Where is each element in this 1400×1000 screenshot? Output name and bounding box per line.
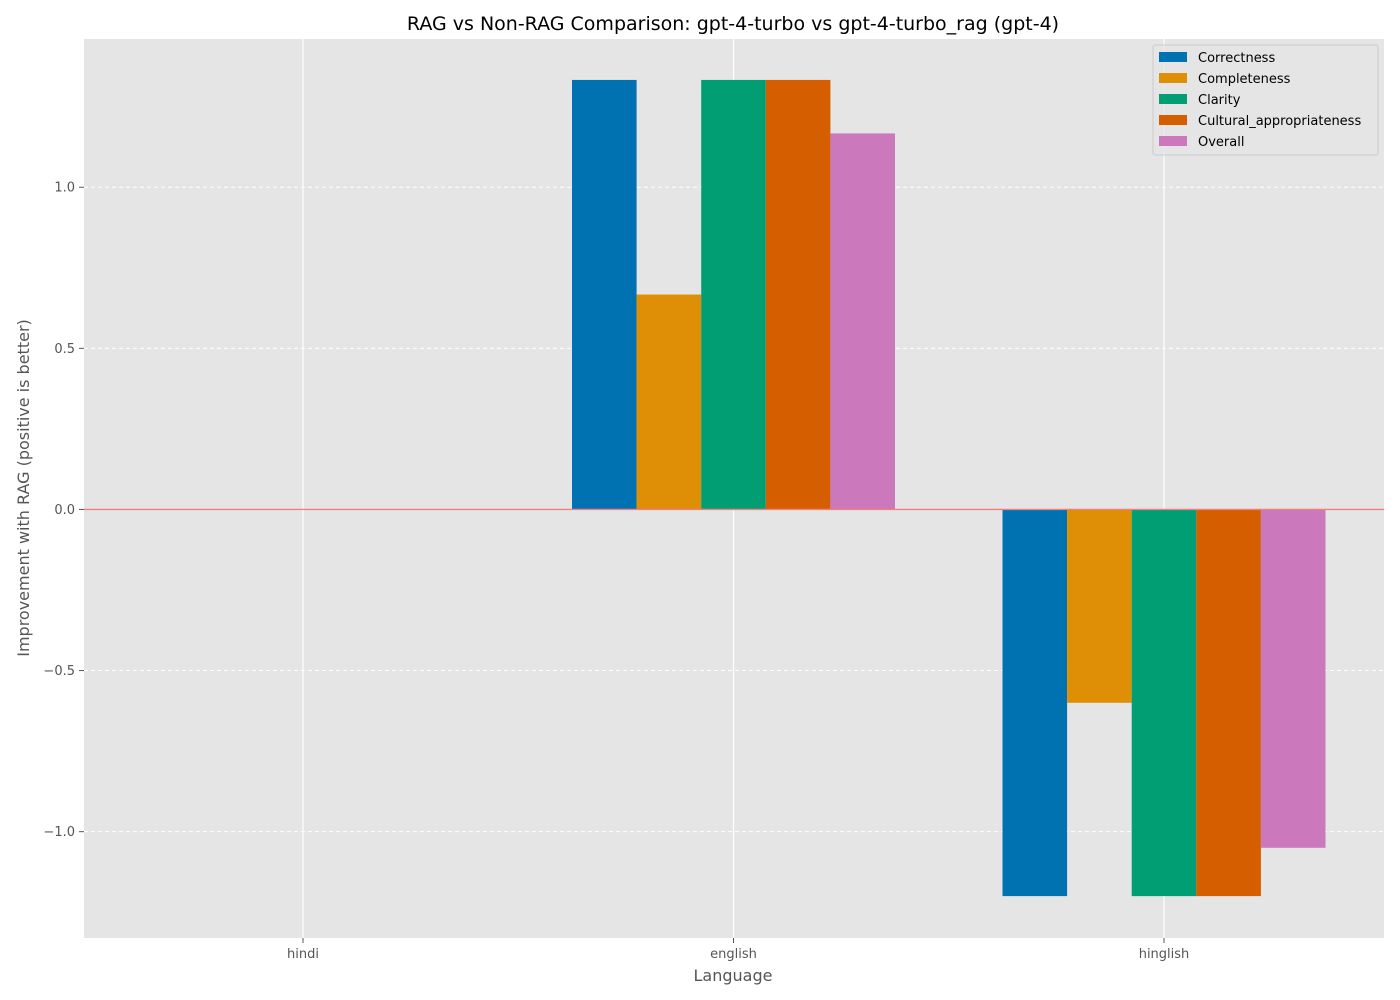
legend-swatch-clarity: [1159, 94, 1187, 104]
legend-label-clarity: Clarity: [1198, 93, 1241, 108]
bar-completeness-hinglish: [1067, 509, 1132, 703]
legend-label-correctness: Correctness: [1198, 51, 1275, 66]
y-tick-label: 1.0: [54, 181, 75, 196]
legend-label-completeness: Completeness: [1198, 72, 1291, 87]
legend-swatch-cultural_appropriateness: [1159, 115, 1187, 125]
legend-label-overall: Overall: [1198, 135, 1244, 150]
bar-clarity-english: [701, 79, 766, 510]
legend-box: [1152, 44, 1379, 156]
legend-label-cultural_appropriateness: Cultural_appropriateness: [1198, 114, 1361, 129]
y-tick-label: 0.5: [54, 342, 75, 357]
x-axis-label: Language: [694, 966, 773, 985]
y-axis-ticks: −1.0 −0.5 0.0 0.5 1.0: [43, 181, 84, 840]
legend-swatch-overall: [1159, 136, 1187, 146]
x-tick-label: hindi: [287, 947, 319, 962]
legend: Correctness Completeness Clarity Cultural_a…: [1152, 44, 1379, 156]
x-tick-label: hinglish: [1139, 947, 1190, 962]
x-axis-ticks: hindi english hinglish: [287, 938, 1189, 962]
bar-cultural_appropriateness-english: [765, 79, 831, 510]
bar-clarity-hinglish: [1131, 509, 1197, 897]
bar-correctness-english: [572, 79, 637, 510]
chart-title: RAG vs Non-RAG Comparison: gpt-4-turbo v…: [407, 13, 1059, 35]
y-axis-label: Improvement with RAG (positive is better…: [14, 319, 33, 657]
bar-cultural_appropriateness-hinglish: [1196, 509, 1261, 897]
x-tick-label: english: [710, 947, 757, 962]
bar-overall-hinglish: [1260, 509, 1326, 848]
y-tick-label: 0.0: [54, 503, 75, 518]
bar-completeness-english: [636, 294, 702, 510]
bars: [572, 79, 1326, 897]
bar-overall-english: [830, 133, 895, 510]
legend-swatch-correctness: [1159, 52, 1187, 62]
y-tick-label: −1.0: [43, 825, 75, 840]
y-tick-label: −0.5: [43, 664, 75, 679]
legend-swatch-completeness: [1159, 73, 1187, 83]
bar-correctness-hinglish: [1002, 509, 1068, 897]
